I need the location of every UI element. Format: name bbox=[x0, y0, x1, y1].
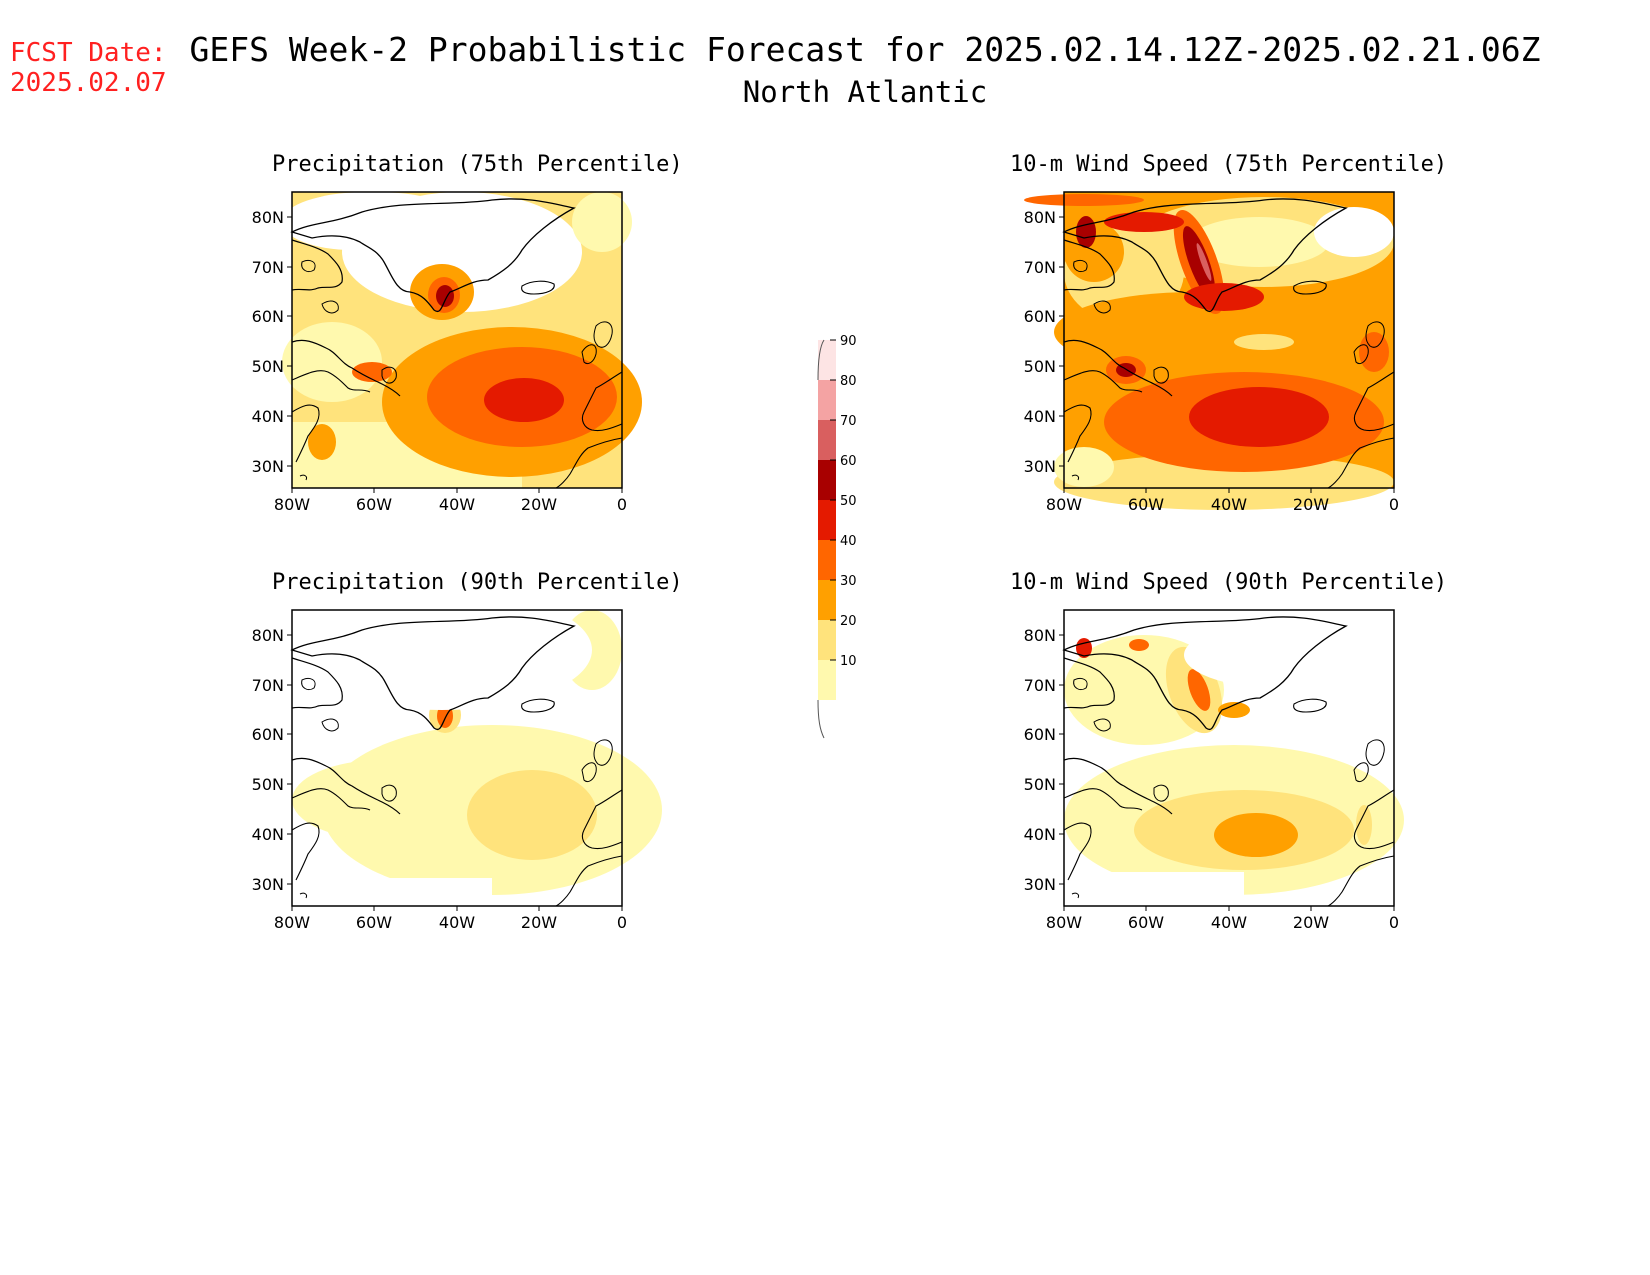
lat-tick-label: 40N bbox=[252, 407, 284, 426]
lat-tick-label: 80N bbox=[1024, 208, 1056, 227]
lat-tick-label: 40N bbox=[1024, 407, 1056, 426]
lat-tick-label: 80N bbox=[252, 208, 284, 227]
colorbar-label: 30 bbox=[840, 574, 857, 589]
lon-tick-label: 0 bbox=[1389, 495, 1399, 514]
lat-tick-label: 60N bbox=[1024, 725, 1056, 744]
colorbar: 10 20 30 40 50 60 70 80 90 bbox=[817, 334, 857, 739]
lat-tick-label: 40N bbox=[1024, 825, 1056, 844]
lon-tick-label: 20W bbox=[1293, 913, 1329, 932]
colorbar-label: 80 bbox=[840, 374, 857, 389]
colorbar-label: 20 bbox=[840, 614, 857, 629]
lon-tick-label: 80W bbox=[1046, 495, 1082, 514]
lat-tick-label: 70N bbox=[1024, 676, 1056, 695]
lon-tick-label: 80W bbox=[1046, 913, 1082, 932]
lon-tick-label: 60W bbox=[1128, 495, 1164, 514]
colorbar-block bbox=[818, 340, 836, 380]
colorbar-label: 10 bbox=[840, 654, 857, 669]
lon-tick-label: 80W bbox=[274, 913, 310, 932]
lat-tick-label: 60N bbox=[252, 307, 284, 326]
lon-tick-label: 60W bbox=[356, 913, 392, 932]
lat-tick-label: 30N bbox=[1024, 875, 1056, 894]
lat-tick-label: 40N bbox=[252, 825, 284, 844]
lat-tick-label: 50N bbox=[1024, 775, 1056, 794]
colorbar-label: 70 bbox=[840, 414, 857, 429]
lat-tick-label: 30N bbox=[252, 457, 284, 476]
colorbar-block bbox=[818, 380, 836, 420]
lat-tick-label: 70N bbox=[1024, 258, 1056, 277]
map-wind75 bbox=[1024, 191, 1395, 510]
lon-tick-label: 40W bbox=[439, 913, 475, 932]
lon-tick-label: 20W bbox=[521, 495, 557, 514]
panel-title-wind90: 10-m Wind Speed (90th Percentile) bbox=[1010, 570, 1448, 595]
axis-ticks: 80N 70N 60N 50N 40N 30N 80W 60W 40W 20W 0 80N 70N 60N… bbox=[252, 208, 1399, 932]
colorbar-block bbox=[818, 500, 836, 540]
lat-tick-label: 30N bbox=[1024, 457, 1056, 476]
lat-tick-label: 70N bbox=[252, 258, 284, 277]
page-subtitle: North Atlantic bbox=[742, 75, 988, 109]
colorbar-block bbox=[818, 460, 836, 500]
colorbar-block bbox=[818, 580, 836, 620]
colorbar-label: 60 bbox=[840, 454, 857, 469]
forecast-date-label: FCST Date: 2025.02.07 bbox=[10, 38, 167, 98]
lat-tick-label: 60N bbox=[1024, 307, 1056, 326]
fcst-date: 2025.02.07 bbox=[10, 68, 167, 98]
lon-tick-label: 0 bbox=[617, 913, 627, 932]
colorbar-label: 50 bbox=[840, 494, 857, 509]
lat-tick-label: 50N bbox=[252, 775, 284, 794]
lat-tick-label: 80N bbox=[252, 626, 284, 645]
lat-tick-label: 30N bbox=[252, 875, 284, 894]
lon-tick-label: 20W bbox=[1293, 495, 1329, 514]
map-precip90 bbox=[291, 590, 662, 907]
lon-tick-label: 60W bbox=[1128, 913, 1164, 932]
lat-tick-label: 50N bbox=[252, 357, 284, 376]
lon-tick-label: 20W bbox=[521, 913, 557, 932]
colorbar-block bbox=[818, 540, 836, 580]
lat-tick-label: 80N bbox=[1024, 626, 1056, 645]
lon-tick-label: 80W bbox=[274, 495, 310, 514]
colorbar-block bbox=[818, 420, 836, 460]
lat-tick-label: 50N bbox=[1024, 357, 1056, 376]
panel-title-wind75: 10-m Wind Speed (75th Percentile) bbox=[1010, 152, 1448, 177]
lon-tick-label: 40W bbox=[439, 495, 475, 514]
colorbar-block bbox=[818, 660, 836, 700]
colorbar-label: 40 bbox=[840, 534, 857, 549]
lon-tick-label: 60W bbox=[356, 495, 392, 514]
colorbar-bottom-cap bbox=[817, 699, 825, 739]
panel-title-precip90: Precipitation (90th Percentile) bbox=[272, 570, 683, 595]
lon-tick-label: 40W bbox=[1211, 495, 1247, 514]
lat-tick-label: 60N bbox=[252, 725, 284, 744]
lat-tick-label: 70N bbox=[252, 676, 284, 695]
colorbar-block bbox=[818, 620, 836, 660]
fcst-label: FCST Date: bbox=[10, 38, 167, 68]
map-wind90 bbox=[1063, 609, 1404, 907]
colorbar-top-cap bbox=[817, 339, 825, 381]
map-precip75 bbox=[282, 191, 642, 489]
colorbar-label: 90 bbox=[840, 334, 857, 349]
panel-title-precip75: Precipitation (75th Percentile) bbox=[272, 152, 683, 177]
lon-tick-label: 0 bbox=[617, 495, 627, 514]
page-title: GEFS Week-2 Probabilistic Forecast for 2… bbox=[189, 30, 1541, 69]
lon-tick-label: 40W bbox=[1211, 913, 1247, 932]
lon-tick-label: 0 bbox=[1389, 913, 1399, 932]
